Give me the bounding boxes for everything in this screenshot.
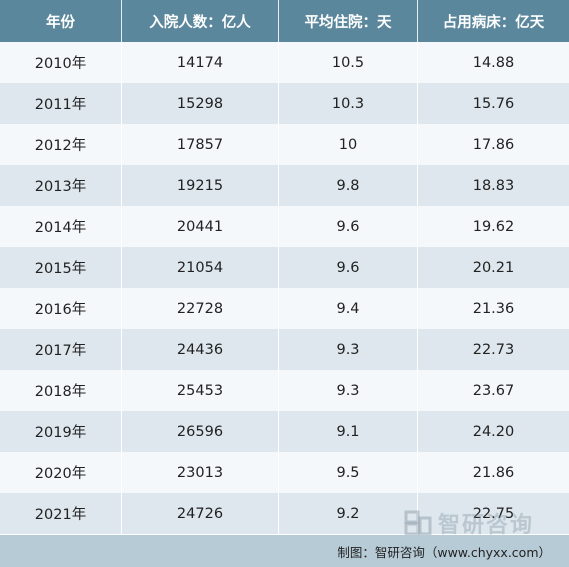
cell-year: 2015年 [0,247,122,288]
footer-source: 制图：智研咨询（www.chyxx.com） [0,535,569,567]
cell-bed-days: 20.21 [472,259,515,276]
cell-avg-stay: 9.3 [279,370,418,411]
cell-year: 2019年 [0,411,122,452]
table-row: 2020年 23013 9.5 21.86 [0,452,569,493]
header-year: 年份 [0,0,122,42]
cell-bed-days: 15.76 [472,95,515,112]
table-row: 2016年 22728 9.4 21.36 [0,288,569,329]
header-admissions: 入院人数：亿人 [122,0,279,42]
cell-bed-days: 24.20 [472,423,515,440]
table-row: 2011年 15298 10.3 15.76 [0,83,569,124]
data-table: 年份 入院人数：亿人 平均住院：天 占用病床：亿天 2010年 14174 10.5… [0,0,569,534]
table-body: 2010年 14174 10.5 14.88 2011年 15298 10.3 15.76 20… [0,42,569,534]
table-header: 年份 入院人数：亿人 平均住院：天 占用病床：亿天 [0,0,569,42]
table-row: 2021年 24726 9.2 22.75 [0,493,569,534]
cell-avg-stay: 9.5 [279,452,418,493]
table-row: 2019年 26596 9.1 24.20 [0,411,569,452]
cell-bed-days: 23.67 [472,382,515,399]
cell-bed-days: 14.88 [472,54,515,71]
cell-admissions: 25453 [122,370,279,411]
cell-year: 2018年 [0,370,122,411]
cell-year: 2010年 [0,42,122,83]
table-row: 2010年 14174 10.5 14.88 [0,42,569,83]
source-text: 制图：智研咨询（www.chyxx.com） [337,544,551,560]
cell-admissions: 20441 [122,206,279,247]
cell-avg-stay: 10.5 [279,42,418,83]
cell-admissions: 22728 [122,288,279,329]
cell-avg-stay: 9.8 [279,165,418,206]
cell-bed-days: 22.75 [472,505,515,522]
table-row: 2013年 19215 9.8 18.83 [0,165,569,206]
table-row: 2012年 17857 10 17.86 [0,124,569,165]
cell-admissions: 24436 [122,329,279,370]
cell-bed-days: 21.36 [472,300,515,317]
cell-bed-days: 18.83 [472,177,515,194]
cell-admissions: 19215 [122,165,279,206]
cell-year: 2017年 [0,329,122,370]
cell-avg-stay: 9.6 [279,247,418,288]
cell-admissions: 21054 [122,247,279,288]
cell-avg-stay: 9.4 [279,288,418,329]
header-avg-stay: 平均住院：天 [279,0,418,42]
table-row: 2015年 21054 9.6 20.21 [0,247,569,288]
cell-admissions: 26596 [122,411,279,452]
cell-year: 2013年 [0,165,122,206]
cell-admissions: 24726 [122,493,279,534]
cell-bed-days: 22.73 [472,341,515,358]
cell-avg-stay: 9.6 [279,206,418,247]
cell-admissions: 15298 [122,83,279,124]
cell-year: 2020年 [0,452,122,493]
cell-bed-days: 17.86 [472,136,515,153]
table-row: 2014年 20441 9.6 19.62 [0,206,569,247]
cell-avg-stay: 9.3 [279,329,418,370]
cell-admissions: 14174 [122,42,279,83]
cell-admissions: 17857 [122,124,279,165]
cell-avg-stay: 9.1 [279,411,418,452]
cell-year: 2021年 [0,493,122,534]
cell-year: 2016年 [0,288,122,329]
cell-year: 2012年 [0,124,122,165]
cell-admissions: 23013 [122,452,279,493]
table-row: 2018年 25453 9.3 23.67 [0,370,569,411]
header-bed-days: 占用病床：亿天 [442,14,545,31]
cell-bed-days: 21.86 [472,464,515,481]
table-row: 2017年 24436 9.3 22.73 [0,329,569,370]
cell-year: 2014年 [0,206,122,247]
cell-bed-days: 19.62 [472,218,515,235]
cell-year: 2011年 [0,83,122,124]
cell-avg-stay: 10.3 [279,83,418,124]
cell-avg-stay: 10 [279,124,418,165]
cell-avg-stay: 9.2 [279,493,418,534]
